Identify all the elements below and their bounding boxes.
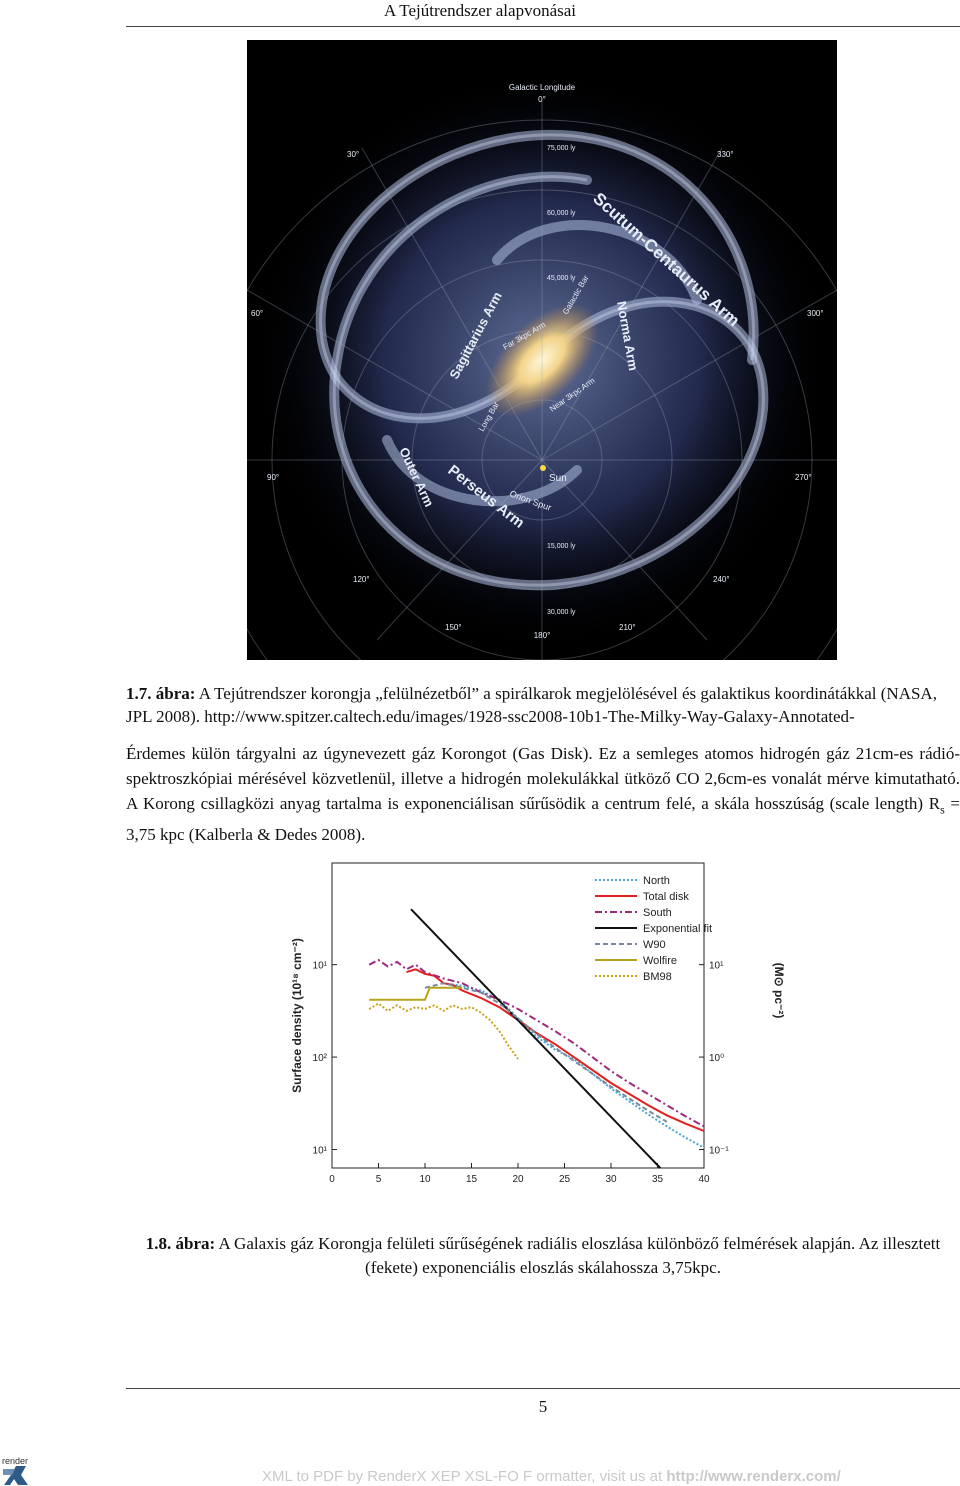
legend-label: BM98: [643, 971, 672, 983]
x-tick-label: 20: [512, 1174, 524, 1185]
svg-text:30,000 ly: 30,000 ly: [547, 609, 576, 616]
x-tick-label: 25: [559, 1174, 571, 1185]
y-tick-label-left: 10²: [313, 1053, 328, 1064]
sun-marker: [540, 465, 546, 471]
figure-caption-1-lead: 1.7. ábra:: [126, 684, 196, 703]
figure-caption-2-text: A Galaxis gáz Korongja felületi sűrűségé…: [215, 1234, 941, 1277]
footer-note: XML to PDF by RenderX XEP XSL-FO F ormat…: [262, 1468, 841, 1485]
svg-text:60°: 60°: [251, 309, 263, 318]
series-line-total-disk: [406, 968, 705, 1132]
y-tick-label-left: 10¹: [313, 1146, 328, 1157]
legend-label: North: [643, 875, 670, 887]
svg-text:330°: 330°: [717, 150, 734, 159]
y-tick-label-right: 10¹: [709, 961, 724, 972]
x-tick-label: 30: [605, 1174, 617, 1185]
body-paragraph-text-1: Érdemes külön tárgyalni az úgynevezett g…: [126, 744, 960, 813]
series-line-north: [443, 982, 705, 1149]
legend-label: South: [643, 907, 672, 919]
svg-text:270°: 270°: [795, 473, 812, 482]
svg-text:0°: 0°: [538, 95, 546, 104]
figure-caption-1: 1.7. ábra: A Tejútrendszer korongja „fel…: [126, 682, 960, 728]
svg-text:15,000 ly: 15,000 ly: [547, 543, 576, 550]
header-divider: [126, 26, 960, 27]
y-axis-label-right: (M⊙ pc⁻²): [772, 963, 786, 1019]
x-tick-label: 40: [698, 1174, 710, 1185]
legend-label: Total disk: [643, 891, 689, 903]
svg-text:150°: 150°: [445, 623, 462, 632]
series-line-south: [368, 958, 705, 1128]
svg-text:120°: 120°: [353, 575, 370, 584]
legend-label: Wolfire: [643, 955, 677, 967]
body-paragraph-subscript: s: [940, 802, 945, 817]
renderx-link[interactable]: http://www.renderx.com/: [666, 1468, 841, 1485]
svg-text:45,000 ly: 45,000 ly: [547, 275, 576, 282]
x-tick-label: 15: [466, 1174, 478, 1185]
y-axis-label: Surface density (10¹⁸ cm⁻²): [290, 938, 304, 1093]
svg-text:Sun: Sun: [549, 473, 567, 484]
x-tick-label: 35: [652, 1174, 664, 1185]
series-line-exponential-fit: [410, 908, 662, 1169]
legend-label: W90: [643, 939, 666, 951]
svg-text:75,000 ly: 75,000 ly: [547, 145, 576, 152]
page-number: 5: [538, 1397, 548, 1416]
y-tick-label-right: 10⁻¹: [709, 1146, 729, 1157]
series-line-bm98: [368, 1002, 519, 1060]
footer-divider: [126, 1388, 960, 1389]
figure-caption-1-text: A Tejútrendszer korongja „felülnézetből”…: [126, 684, 937, 726]
svg-text:90°: 90°: [267, 473, 279, 482]
renderx-x-icon: [3, 1466, 28, 1485]
svg-text:180°: 180°: [534, 631, 551, 640]
x-tick-label: 0: [329, 1174, 335, 1185]
body-paragraph: Érdemes külön tárgyalni az úgynevezett g…: [126, 741, 960, 847]
series-line-w90: [424, 982, 668, 1123]
y-tick-label-right: 10⁰: [709, 1053, 724, 1064]
figure-caption-2: 1.8. ábra: A Galaxis gáz Korongja felüle…: [126, 1232, 960, 1280]
series-line-wolfire: [369, 986, 463, 1001]
svg-text:60,000 ly: 60,000 ly: [547, 210, 576, 217]
svg-text:300°: 300°: [807, 309, 824, 318]
figure-caption-2-lead: 1.8. ábra:: [145, 1234, 216, 1253]
body-paragraph-text-2: = 3,75 kpc (Kalberla & Dedes 2008).: [126, 794, 960, 845]
svg-text:210°: 210°: [619, 623, 636, 632]
y-tick-label-left: 10¹: [313, 961, 328, 972]
footer-note-text: XML to PDF by RenderX XEP XSL-FO F ormat…: [262, 1468, 667, 1485]
svg-text:240°: 240°: [713, 575, 730, 584]
legend-label: Exponential fit: [643, 923, 712, 935]
page-header-title: A Tejútrendszer alapvonásai: [383, 1, 577, 20]
renderx-logo: render: [0, 1456, 40, 1486]
x-tick-label: 5: [376, 1174, 382, 1185]
svg-text:Galactic Longitude: Galactic Longitude: [509, 83, 576, 92]
x-tick-label: 10: [419, 1174, 431, 1185]
svg-text:30°: 30°: [347, 150, 359, 159]
renderx-logo-text: render: [2, 1456, 29, 1466]
milky-way-image: Galactic Longitude 0° 30° 330° 60° 300° …: [247, 40, 837, 660]
